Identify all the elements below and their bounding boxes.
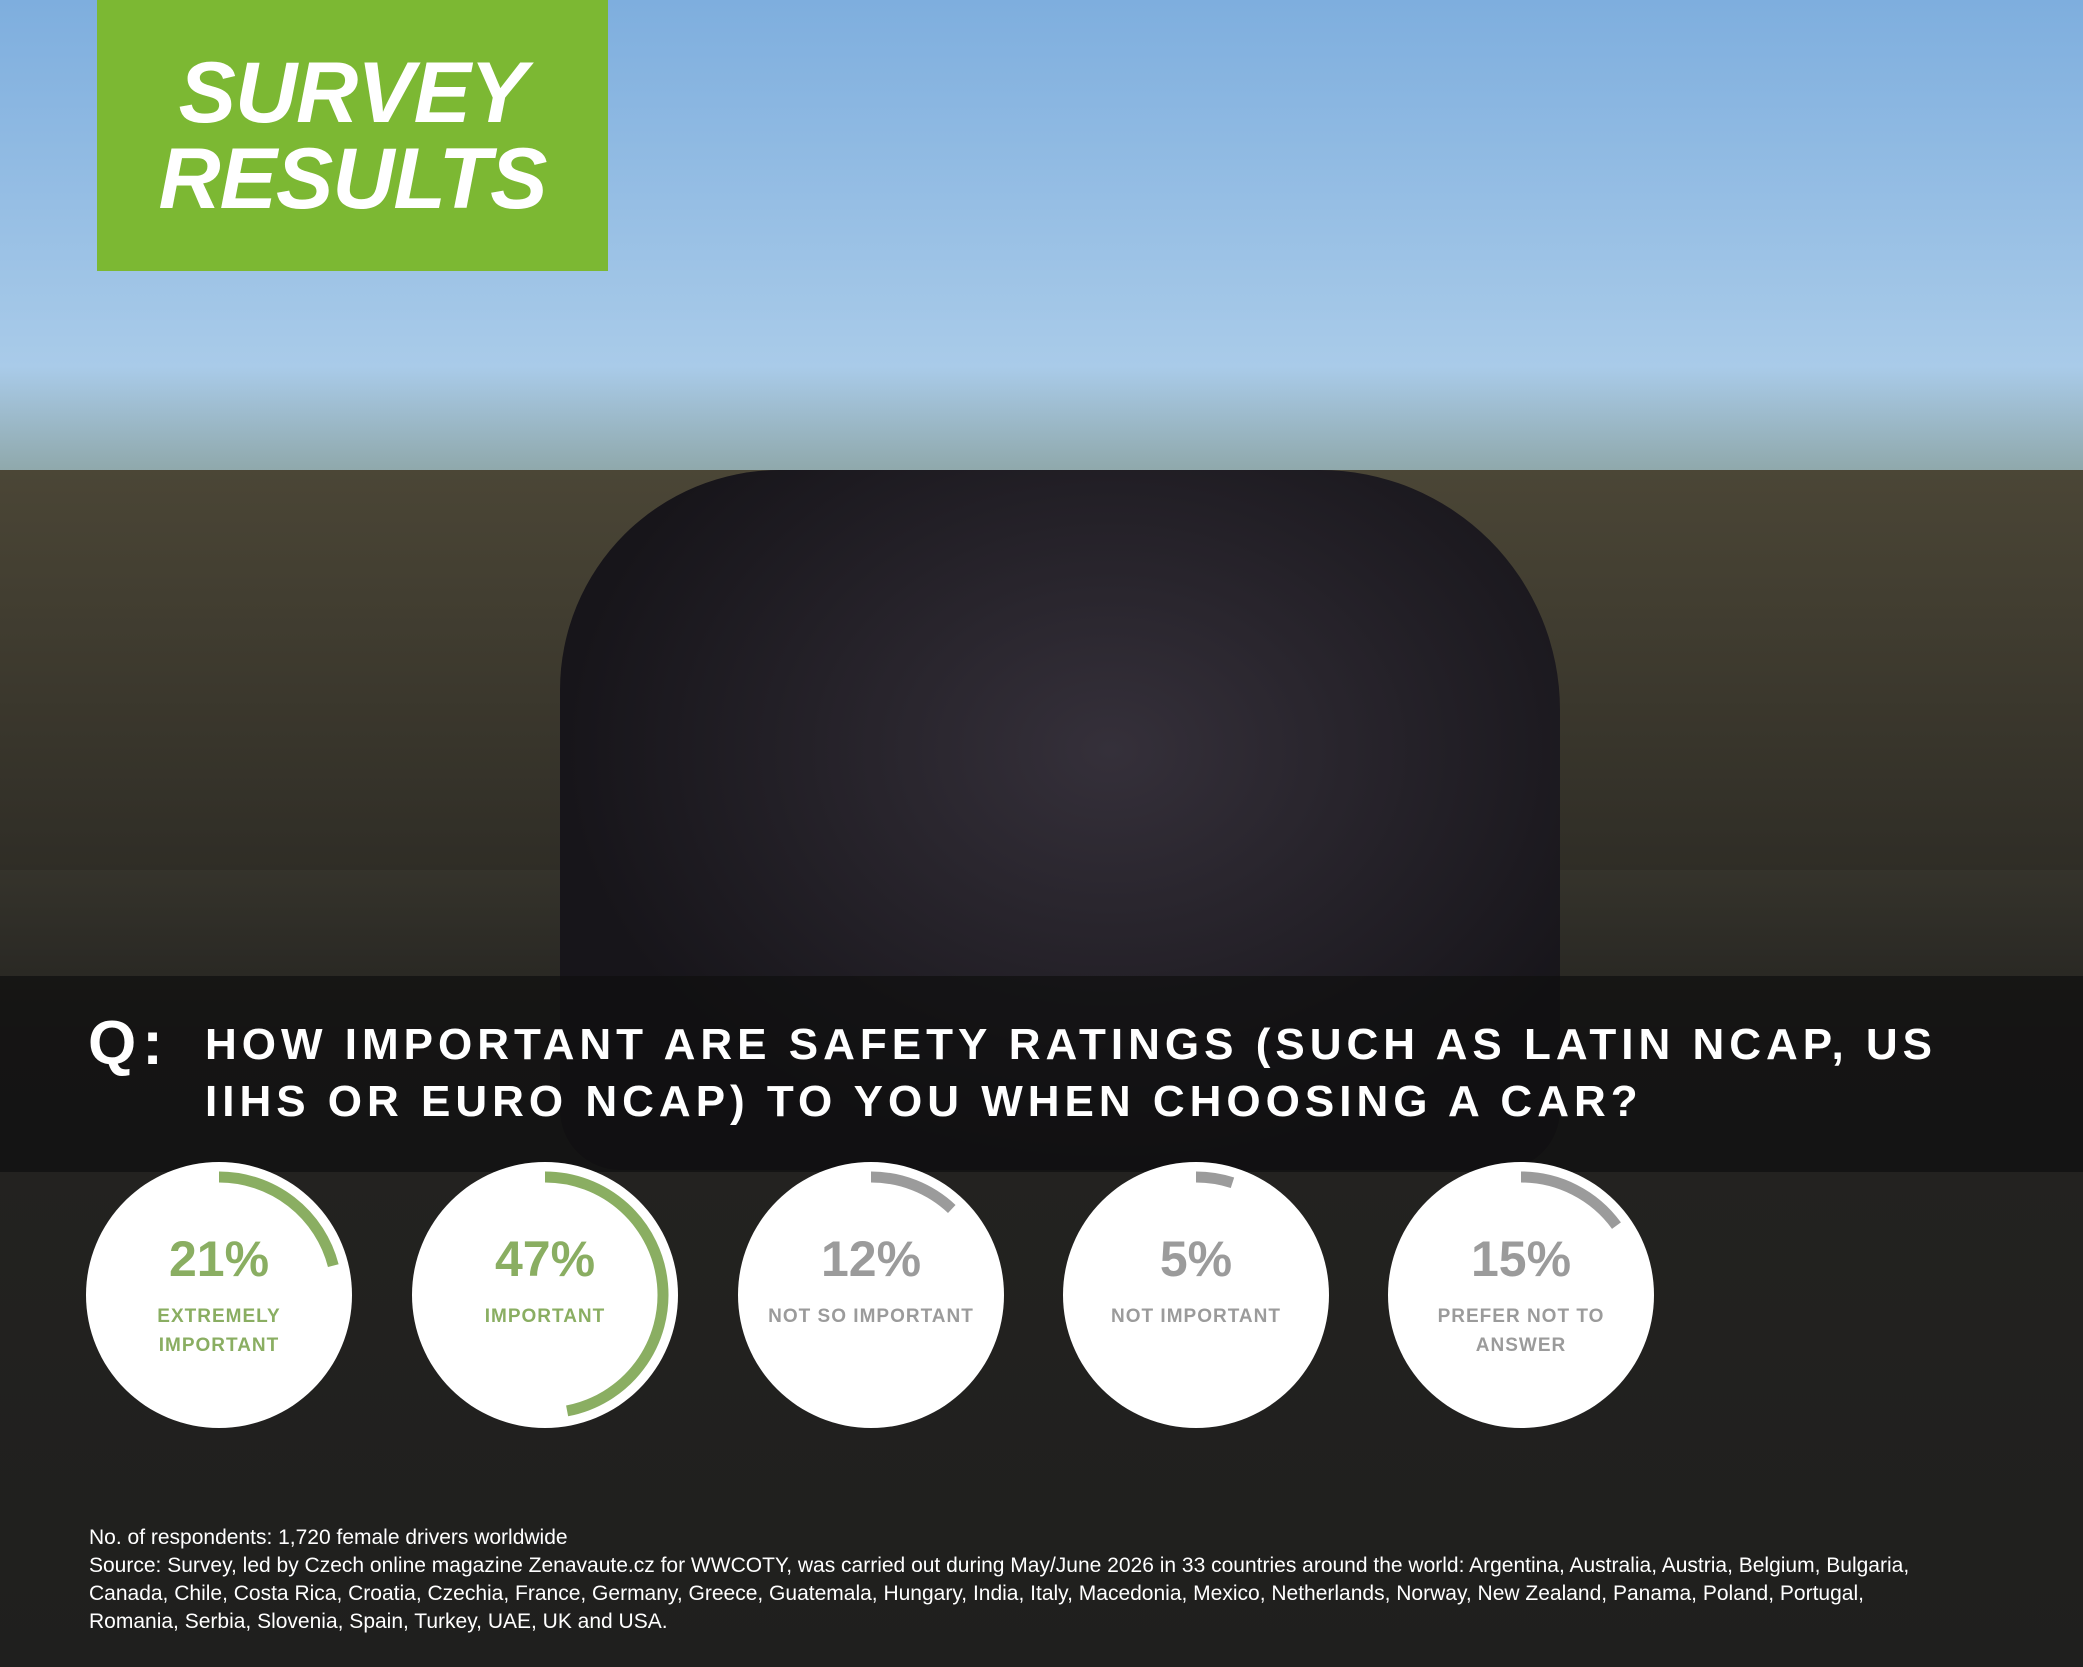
value-label: 21%: [168, 1231, 270, 1287]
arc-canvas: [1520, 1171, 1621, 1229]
question-band: [0, 976, 2083, 1172]
title-box: SURVEY RESULTS: [97, 0, 608, 271]
arc-canvas: [218, 1171, 339, 1268]
circle: 47% IMPORTANT: [412, 1162, 678, 1428]
circle: 5% NOT IMPORTANT: [1063, 1162, 1329, 1428]
question: HOW IMPORTANT ARE SAFETY RATINGS (SUCH A…: [205, 1020, 1938, 1126]
circle: 12% NOT SO IMPORTANT: [738, 1162, 1004, 1428]
title-line: SURVEY: [178, 45, 528, 141]
circle: 15% PREFER NOT TO ANSWER: [1388, 1162, 1654, 1428]
progress-arc: [1195, 1171, 1235, 1189]
progress-arc: [1520, 1171, 1621, 1229]
arc-canvas: [1195, 1171, 1235, 1189]
category-label: IMPORTANT: [484, 1306, 606, 1327]
progress-arc: [218, 1171, 339, 1268]
category-label: NOT SO IMPORTANT: [768, 1306, 974, 1327]
value-label: 15%: [1470, 1231, 1572, 1287]
value-label: 47%: [494, 1231, 596, 1287]
circle: 21% EXTREMELY IMPORTANT: [86, 1162, 352, 1428]
respondents: No. of respondents: 1,720 female drivers…: [89, 1526, 568, 1549]
progress-arc: [870, 1171, 956, 1214]
value-label: 5%: [1159, 1231, 1233, 1287]
title-line: RESULTS: [158, 131, 548, 227]
value-label: 12%: [820, 1231, 922, 1287]
arc-canvas: [544, 1171, 669, 1417]
arc-canvas: [870, 1171, 956, 1214]
category-label: PREFER NOT TO ANSWER: [1437, 1306, 1605, 1356]
category-label: EXTREMELY IMPORTANT: [157, 1306, 281, 1356]
progress-arc: [544, 1171, 669, 1417]
category-label: NOT IMPORTANT: [1111, 1306, 1281, 1327]
question-prefix: Q:: [88, 1009, 169, 1078]
footer: No. of respondents: 1,720 female drivers…: [89, 1524, 1929, 1636]
source: Source: Survey, led by Czech online maga…: [89, 1554, 1910, 1633]
